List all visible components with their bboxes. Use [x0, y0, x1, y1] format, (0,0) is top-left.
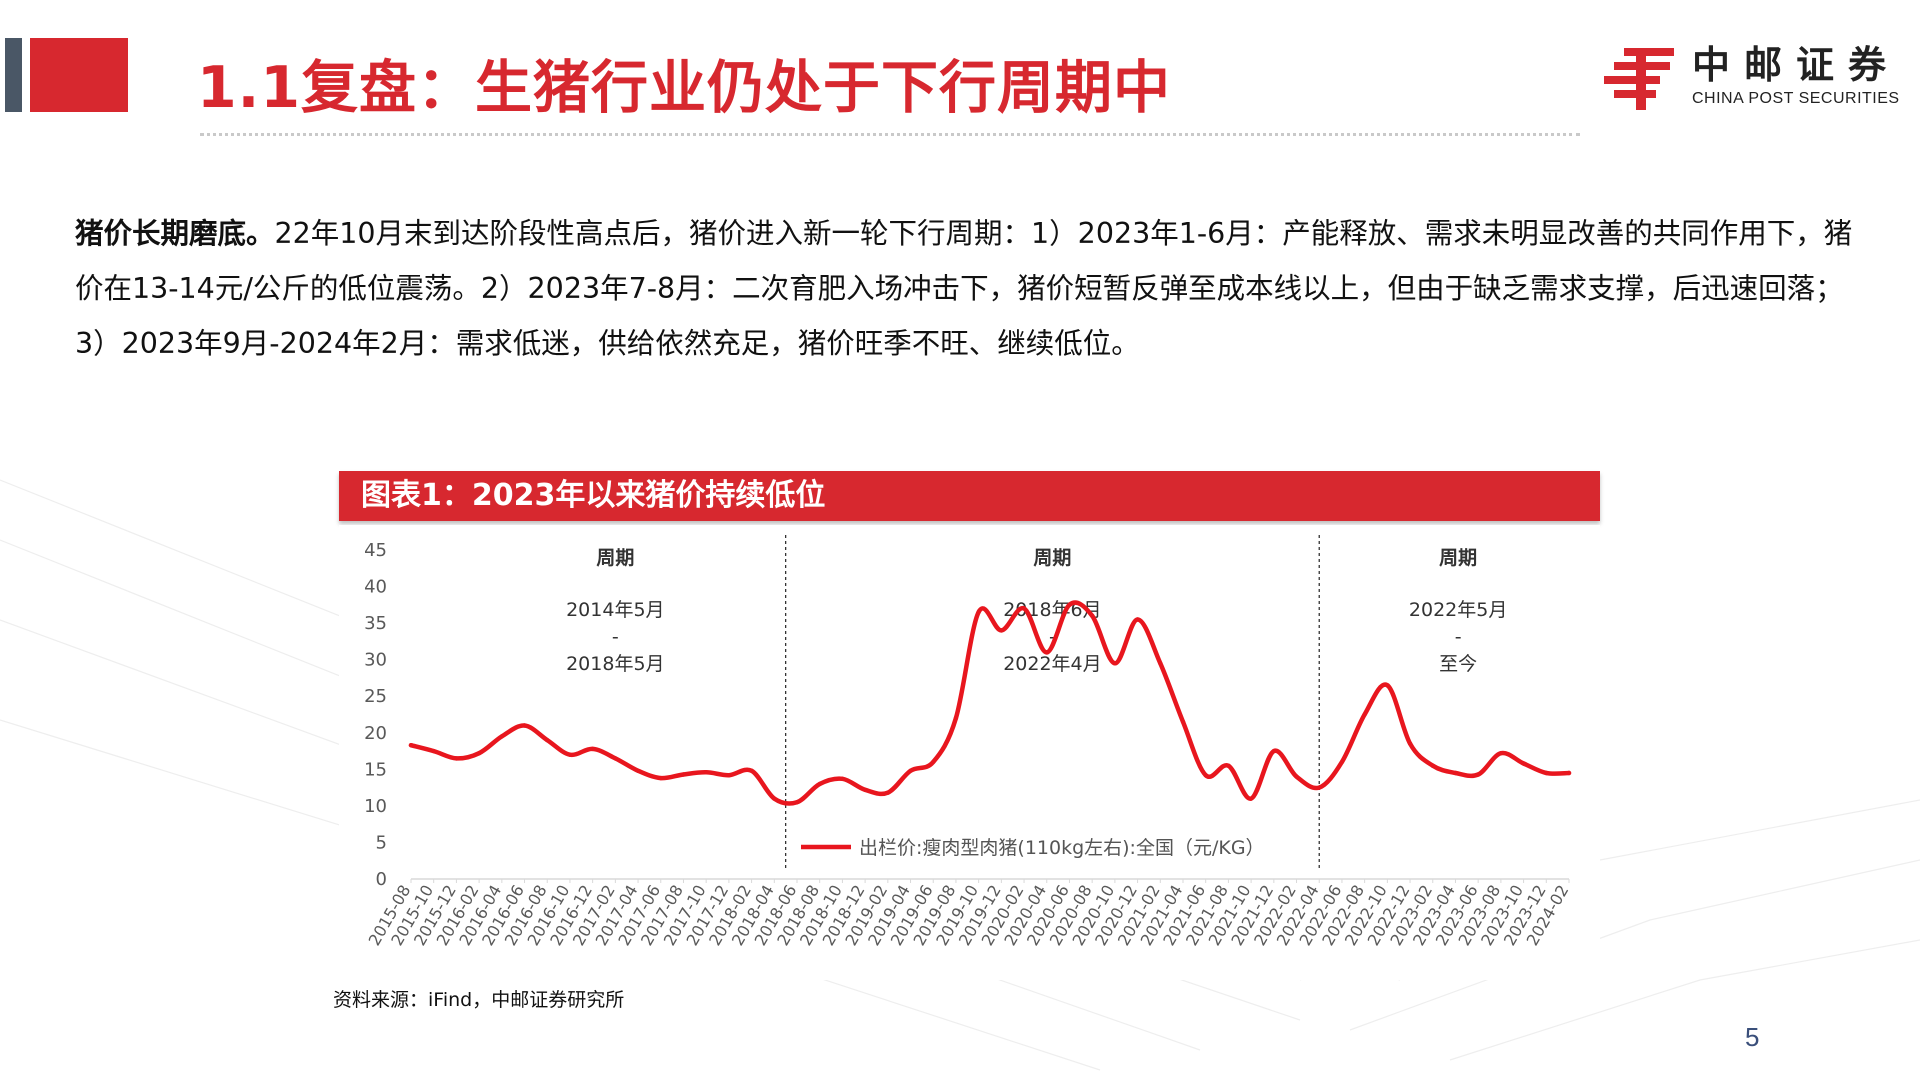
data-point: [658, 775, 663, 781]
data-point: [976, 609, 981, 615]
cycle-end-date: 2018年5月: [566, 653, 664, 675]
data-point: [1226, 763, 1231, 768]
cycle-end-date: 至今: [1439, 653, 1477, 675]
data-point: [681, 772, 686, 777]
data-point: [908, 768, 913, 773]
data-point: [545, 737, 550, 743]
source-note: 资料来源：iFind，中邮证券研究所: [333, 989, 625, 1011]
header-accent-block: [30, 38, 128, 112]
data-point: [931, 759, 936, 765]
company-logo: 中邮证券 CHINA POST SECURITIES: [1600, 42, 1900, 112]
data-point: [408, 743, 414, 748]
data-point: [1271, 748, 1276, 754]
y-tick-label: 5: [376, 832, 387, 853]
intro-lead: 猪价长期磨底。: [75, 217, 275, 250]
data-point: [794, 800, 800, 805]
logo-english-name: CHINA POST SECURITIES: [1692, 90, 1900, 107]
y-tick-label: 15: [364, 759, 387, 780]
data-point: [999, 628, 1004, 633]
intro-paragraph: 猪价长期磨底。22年10月末到达阶段性高点后，猪价进入新一轮下行周期：1）202…: [75, 206, 1855, 371]
intro-body: 22年10月末到达阶段性高点后，猪价进入新一轮下行周期：1）2023年1-6月：…: [75, 217, 1853, 360]
cycle-label: 周期: [1439, 547, 1477, 569]
y-tick-label: 10: [364, 796, 387, 817]
data-point: [431, 748, 436, 754]
cycle-label: 周期: [596, 547, 634, 569]
cycle-separator: -: [1455, 626, 1462, 648]
series-line-hog-price: [408, 600, 1572, 806]
data-point: [1453, 770, 1458, 776]
data-point: [1021, 606, 1027, 611]
cycle-start-date: 2014年5月: [566, 599, 664, 621]
data-point: [522, 723, 527, 728]
y-tick-label: 20: [364, 723, 387, 744]
data-point: [726, 773, 732, 778]
data-point: [1067, 602, 1072, 607]
data-point: [476, 751, 482, 756]
data-point: [862, 787, 868, 792]
price-line-chart: 0510152025303540452015-082015-102015-122…: [364, 535, 1572, 949]
data-point: [885, 790, 890, 795]
data-point: [1407, 741, 1413, 746]
logo-chinese-name: 中邮证券: [1692, 43, 1901, 87]
data-point: [840, 776, 845, 781]
data-point: [590, 746, 595, 752]
cycle-end-date: 2022年4月: [1003, 653, 1101, 675]
y-tick-label: 40: [364, 577, 387, 598]
cycle-separator: -: [612, 626, 619, 648]
data-point: [1476, 772, 1481, 777]
data-point: [1203, 773, 1208, 778]
header-accent-bar: [5, 38, 22, 112]
data-point: [1180, 719, 1186, 724]
data-point: [1362, 712, 1367, 717]
chart-title: 图表1：2023年以来猪价持续低位: [361, 478, 826, 513]
data-point: [1090, 613, 1095, 618]
data-point: [1317, 785, 1322, 790]
data-point: [1294, 774, 1299, 779]
data-point: [454, 756, 459, 761]
y-tick-label: 0: [376, 869, 387, 890]
data-point: [1566, 770, 1572, 776]
data-point: [1521, 761, 1526, 766]
data-point: [1112, 661, 1118, 666]
legend-label: 出栏价:瘦肉型肉猪(110kg左右):全国（元/KG）: [859, 837, 1265, 859]
data-point: [1430, 763, 1436, 768]
data-point: [817, 781, 822, 787]
y-tick-label: 35: [364, 613, 387, 634]
y-tick-label: 45: [364, 540, 387, 561]
data-point: [1044, 650, 1049, 655]
data-point: [1544, 770, 1549, 776]
data-point: [613, 756, 618, 761]
data-point: [1385, 683, 1390, 688]
cycle-label: 周期: [1033, 547, 1071, 569]
page-title: 1.1复盘：生猪行业仍处于下行周期中: [197, 55, 1171, 121]
chart-title-banner: 图表1：2023年以来猪价持续低位: [339, 471, 1600, 521]
data-point: [704, 770, 709, 775]
china-post-logo-icon: [1604, 48, 1674, 110]
cycle-separator: -: [1049, 626, 1056, 648]
data-point: [1135, 617, 1140, 622]
data-point: [1339, 759, 1345, 765]
data-point: [635, 768, 641, 773]
cycle-start-date: 2022年5月: [1409, 599, 1507, 621]
data-point: [567, 752, 573, 757]
data-point: [953, 716, 959, 721]
data-point: [749, 768, 754, 773]
chart-container: 0 5 10 15 20 25 30 35 40 45 2015-08 2015-10 2015-12 2…: [339, 525, 1600, 980]
y-tick-label: 25: [364, 686, 387, 707]
data-point: [772, 796, 777, 801]
data-point: [1158, 661, 1163, 666]
data-point: [1248, 796, 1254, 801]
header-divider: [200, 133, 1580, 136]
data-point: [1498, 751, 1504, 756]
page-number: 5: [1745, 1022, 1760, 1052]
data-point: [499, 734, 504, 739]
y-tick-label: 30: [364, 650, 387, 671]
